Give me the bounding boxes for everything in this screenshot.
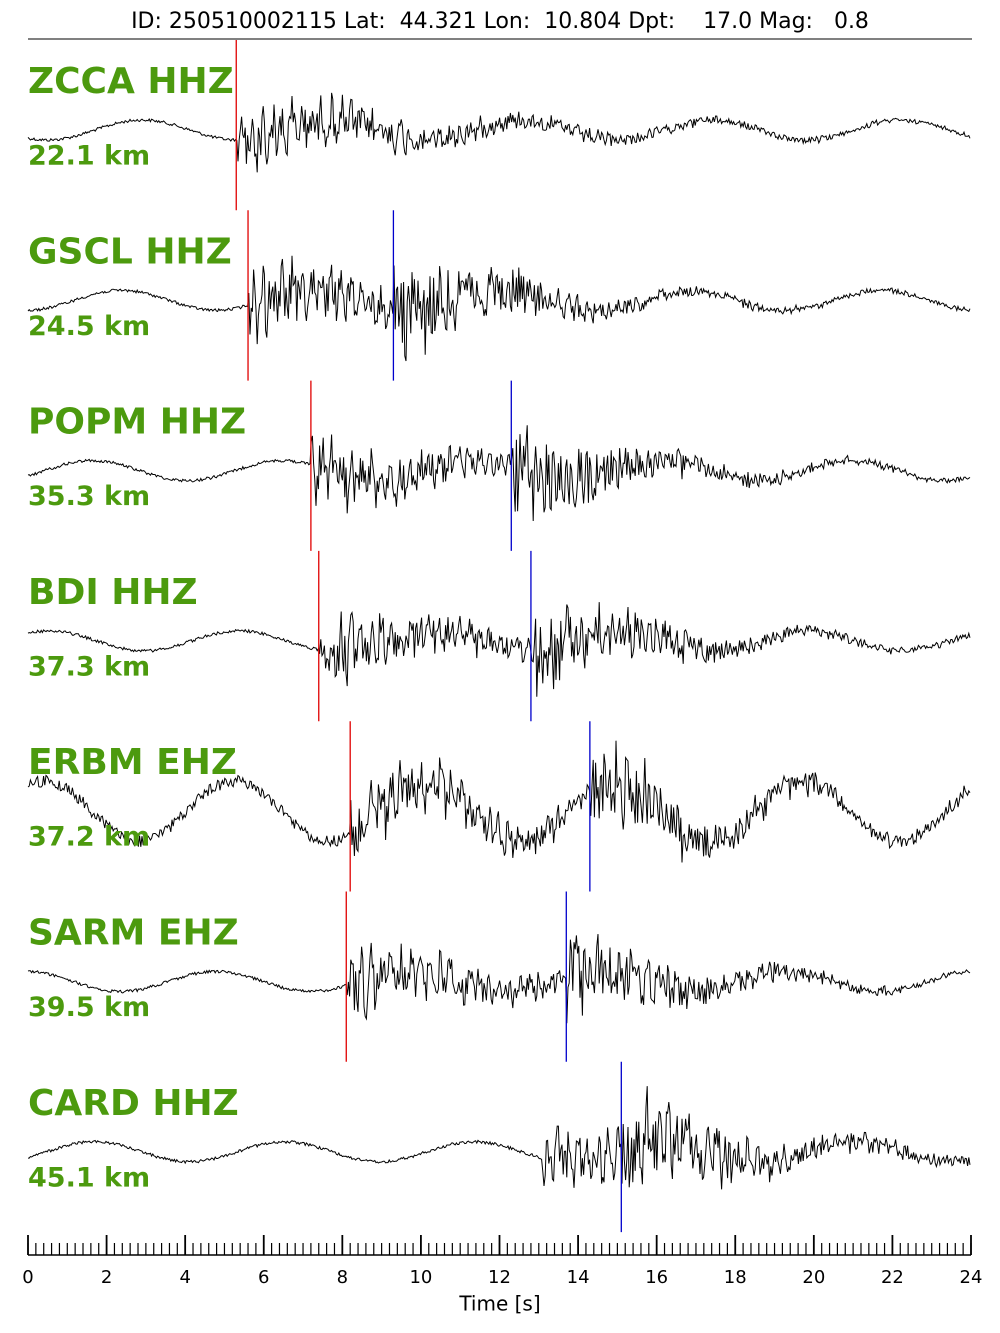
station-label: GSCL HHZ [28, 231, 232, 272]
x-tick-label: 10 [409, 1267, 432, 1288]
x-tick-label: 2 [101, 1267, 112, 1288]
x-tick-label: 12 [488, 1267, 511, 1288]
x-tick-label: 18 [724, 1267, 747, 1288]
x-tick-label: 24 [960, 1267, 983, 1288]
station-label: CARD HHZ [28, 1083, 239, 1124]
x-tick-label: 20 [802, 1267, 825, 1288]
waveform [28, 1086, 971, 1190]
x-tick-label: 8 [337, 1267, 348, 1288]
station-label: POPM HHZ [28, 402, 246, 443]
x-tick-label: 6 [258, 1267, 269, 1288]
distance-label: 37.2 km [28, 822, 150, 853]
station-label: ZCCA HHZ [28, 61, 234, 102]
waveform [27, 602, 971, 697]
chart-title: ID: 250510002115 Lat: 44.321 Lon: 10.804… [131, 9, 869, 34]
waveform [27, 92, 971, 173]
waveform [27, 255, 971, 362]
distance-label: 39.5 km [28, 992, 150, 1023]
station-label: BDI HHZ [28, 572, 198, 613]
x-tick-label: 16 [645, 1267, 668, 1288]
distance-label: 37.3 km [28, 651, 150, 682]
x-axis-label: Time [s] [458, 1292, 540, 1316]
distance-label: 22.1 km [28, 141, 150, 172]
x-tick-label: 14 [567, 1267, 590, 1288]
x-tick-label: 22 [881, 1267, 904, 1288]
distance-label: 24.5 km [28, 311, 150, 342]
x-tick-label: 0 [22, 1267, 33, 1288]
distance-label: 45.1 km [28, 1162, 150, 1193]
station-label: SARM EHZ [28, 913, 239, 954]
waveform [27, 934, 971, 1024]
station-label: ERBM EHZ [28, 742, 237, 783]
waveform [27, 425, 971, 522]
distance-label: 35.3 km [28, 481, 150, 512]
waveform [27, 740, 971, 863]
x-tick-label: 4 [179, 1267, 190, 1288]
